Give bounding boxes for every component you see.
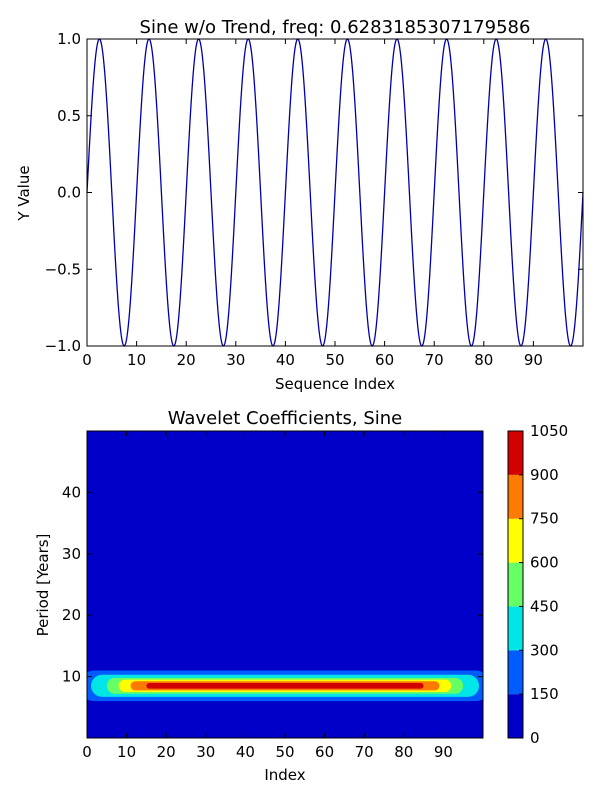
wavelet-x-label: Index (264, 766, 305, 784)
sine-chart: Sine w/o Trend, freq: 0.6283185307179586… (15, 17, 584, 393)
sine-x-tick-label: 60 (375, 351, 394, 369)
sine-x-tick-label: 90 (524, 351, 543, 369)
wavelet-x-tick-label: 30 (196, 743, 215, 761)
wavelet-y-axis: 40 30 20 10 (62, 483, 483, 686)
sine-plot-area (86, 38, 584, 347)
sine-y-tick-label: −1.0 (45, 337, 81, 355)
colorbar-segment (508, 518, 523, 563)
sine-x-tick-label: 40 (276, 351, 295, 369)
colorbar-tick-label: 300 (530, 641, 559, 659)
sine-x-tick-label: 30 (226, 351, 245, 369)
sine-x-tick-label: 70 (425, 351, 444, 369)
wavelet-x-tick-label: 70 (355, 743, 374, 761)
wavelet-y-tick-label: 20 (62, 606, 81, 624)
colorbar-frame (507, 430, 524, 739)
sine-y-tick-label: −0.5 (45, 260, 81, 278)
heatmap-contour-band (146, 683, 424, 689)
sine-x-tick-label: 10 (127, 351, 146, 369)
wavelet-x-tick-label: 0 (82, 743, 92, 761)
wavelet-y-tick-label: 10 (62, 668, 81, 686)
wavelet-chart: Wavelet Coefficients, Sine 0 10 20 30 40 50 60… (34, 408, 568, 784)
colorbar-segment (508, 474, 523, 519)
colorbar-tick-label: 0 (530, 729, 540, 747)
sine-y-axis: 1.0 0.5 0.0 −0.5 −1.0 (45, 30, 583, 355)
colorbar-segment (508, 606, 523, 651)
sine-y-label: Y Value (15, 165, 33, 221)
wavelet-x-tick-label: 40 (236, 743, 255, 761)
sine-x-tick-label: 50 (325, 351, 344, 369)
sine-y-tick-label: 1.0 (57, 30, 81, 48)
wavelet-chart-title: Wavelet Coefficients, Sine (168, 408, 402, 429)
colorbar-axis: 1050 900 750 600 450 300 150 0 (519, 422, 568, 747)
sine-y-tick-label: 0.5 (57, 107, 81, 125)
sine-y-tick-label: 0.0 (57, 184, 81, 202)
wavelet-x-tick-label: 10 (117, 743, 136, 761)
colorbar-segment (508, 650, 523, 695)
sine-x-label: Sequence Index (275, 375, 395, 393)
colorbar-tick-label: 1050 (530, 422, 568, 440)
wavelet-x-axis: 0 10 20 30 40 50 60 70 80 90 (82, 431, 453, 761)
colorbar-segment (508, 562, 523, 607)
wavelet-x-tick-label: 50 (275, 743, 294, 761)
colorbar-tick-label: 750 (530, 510, 559, 528)
colorbar-tick-label: 150 (530, 685, 559, 703)
sine-x-tick-label: 80 (474, 351, 493, 369)
wavelet-y-tick-label: 40 (62, 483, 81, 501)
wavelet-y-label: Period [Years] (34, 534, 52, 637)
colorbar-tick-label: 450 (530, 597, 559, 615)
wavelet-x-tick-label: 90 (434, 743, 453, 761)
sine-series-line (86, 38, 584, 347)
sine-x-tick-label: 20 (177, 351, 196, 369)
wavelet-heatmap (87, 431, 483, 738)
sine-x-tick-label: 0 (82, 351, 92, 369)
colorbar-segment (508, 431, 523, 475)
wavelet-x-tick-label: 60 (315, 743, 334, 761)
wavelet-x-tick-label: 20 (157, 743, 176, 761)
wavelet-x-tick-label: 80 (394, 743, 413, 761)
colorbar-tick-label: 600 (530, 554, 559, 572)
sine-x-axis: 0 10 20 30 40 50 60 70 80 90 (82, 39, 543, 369)
colorbar (507, 430, 524, 739)
wavelet-y-tick-label: 30 (62, 545, 81, 563)
colorbar-segment (508, 694, 523, 738)
colorbar-tick-label: 900 (530, 466, 559, 484)
sine-chart-title: Sine w/o Trend, freq: 0.6283185307179586 (140, 17, 531, 38)
